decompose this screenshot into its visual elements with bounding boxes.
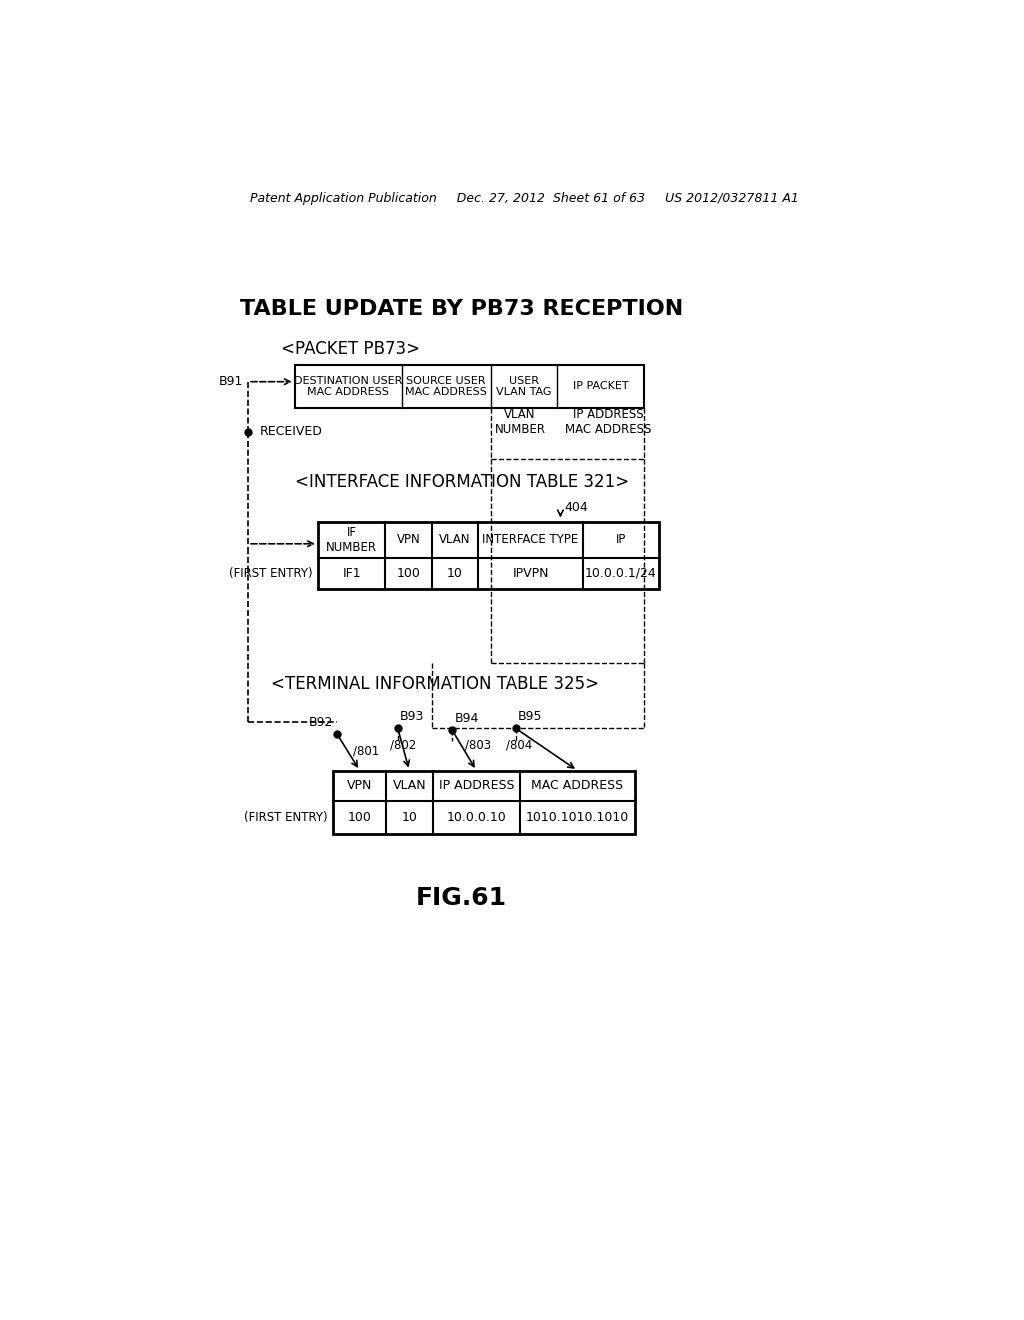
Text: <INTERFACE INFORMATION TABLE 321>: <INTERFACE INFORMATION TABLE 321> <box>295 473 629 491</box>
Text: 404: 404 <box>564 500 588 513</box>
Text: IPVPN: IPVPN <box>512 566 549 579</box>
Text: VLAN: VLAN <box>439 533 471 546</box>
Text: SOURCE USER
MAC ADDRESS: SOURCE USER MAC ADDRESS <box>406 375 487 397</box>
Text: MAC ADDRESS: MAC ADDRESS <box>531 779 624 792</box>
Text: /801: /801 <box>352 744 379 758</box>
Bar <box>317 521 658 589</box>
Text: 100: 100 <box>396 566 421 579</box>
Text: IP ADDRESS
MAC ADDRESS: IP ADDRESS MAC ADDRESS <box>565 408 651 436</box>
Text: /803: /803 <box>465 739 492 751</box>
Text: B93: B93 <box>400 710 424 723</box>
Text: IF1: IF1 <box>342 566 360 579</box>
Text: 10: 10 <box>447 566 463 579</box>
Text: 1010.1010.1010: 1010.1010.1010 <box>526 810 629 824</box>
Text: IP ADDRESS: IP ADDRESS <box>438 779 514 792</box>
Text: FIG.61: FIG.61 <box>416 886 507 909</box>
Text: 10: 10 <box>401 810 417 824</box>
Text: IF
NUMBER: IF NUMBER <box>326 525 377 554</box>
Text: /802: /802 <box>390 739 416 751</box>
Text: <TERMINAL INFORMATION TABLE 325>: <TERMINAL INFORMATION TABLE 325> <box>271 675 599 693</box>
Text: B94: B94 <box>455 711 478 725</box>
Text: B95: B95 <box>518 710 543 723</box>
Text: DESTINATION USER
MAC ADDRESS: DESTINATION USER MAC ADDRESS <box>294 375 402 397</box>
Text: RECEIVED: RECEIVED <box>260 425 323 438</box>
Text: Patent Application Publication     Dec. 27, 2012  Sheet 61 of 63     US 2012/032: Patent Application Publication Dec. 27, … <box>250 191 800 205</box>
Text: B92: B92 <box>309 717 334 730</box>
Text: VPN: VPN <box>347 779 373 792</box>
Text: (FIRST ENTRY): (FIRST ENTRY) <box>228 566 312 579</box>
Text: 100: 100 <box>348 810 372 824</box>
Text: VLAN: VLAN <box>392 779 426 792</box>
Text: IP: IP <box>615 533 626 546</box>
Text: VLAN
NUMBER: VLAN NUMBER <box>495 408 546 436</box>
Text: <PACKET PB73>: <PACKET PB73> <box>282 341 421 358</box>
Text: USER
VLAN TAG: USER VLAN TAG <box>497 375 552 397</box>
Text: INTERFACE TYPE: INTERFACE TYPE <box>482 533 579 546</box>
Text: TABLE UPDATE BY PB73 RECEPTION: TABLE UPDATE BY PB73 RECEPTION <box>240 298 683 318</box>
Bar <box>334 771 635 834</box>
Text: IP PACKET: IP PACKET <box>573 381 629 391</box>
Bar <box>295 364 644 408</box>
Text: VPN: VPN <box>396 533 421 546</box>
Text: 10.0.0.1/24: 10.0.0.1/24 <box>585 566 656 579</box>
Text: 10.0.0.10: 10.0.0.10 <box>446 810 506 824</box>
Text: B91: B91 <box>218 375 243 388</box>
Text: /804: /804 <box>506 739 532 751</box>
Text: (FIRST ENTRY): (FIRST ENTRY) <box>245 810 328 824</box>
